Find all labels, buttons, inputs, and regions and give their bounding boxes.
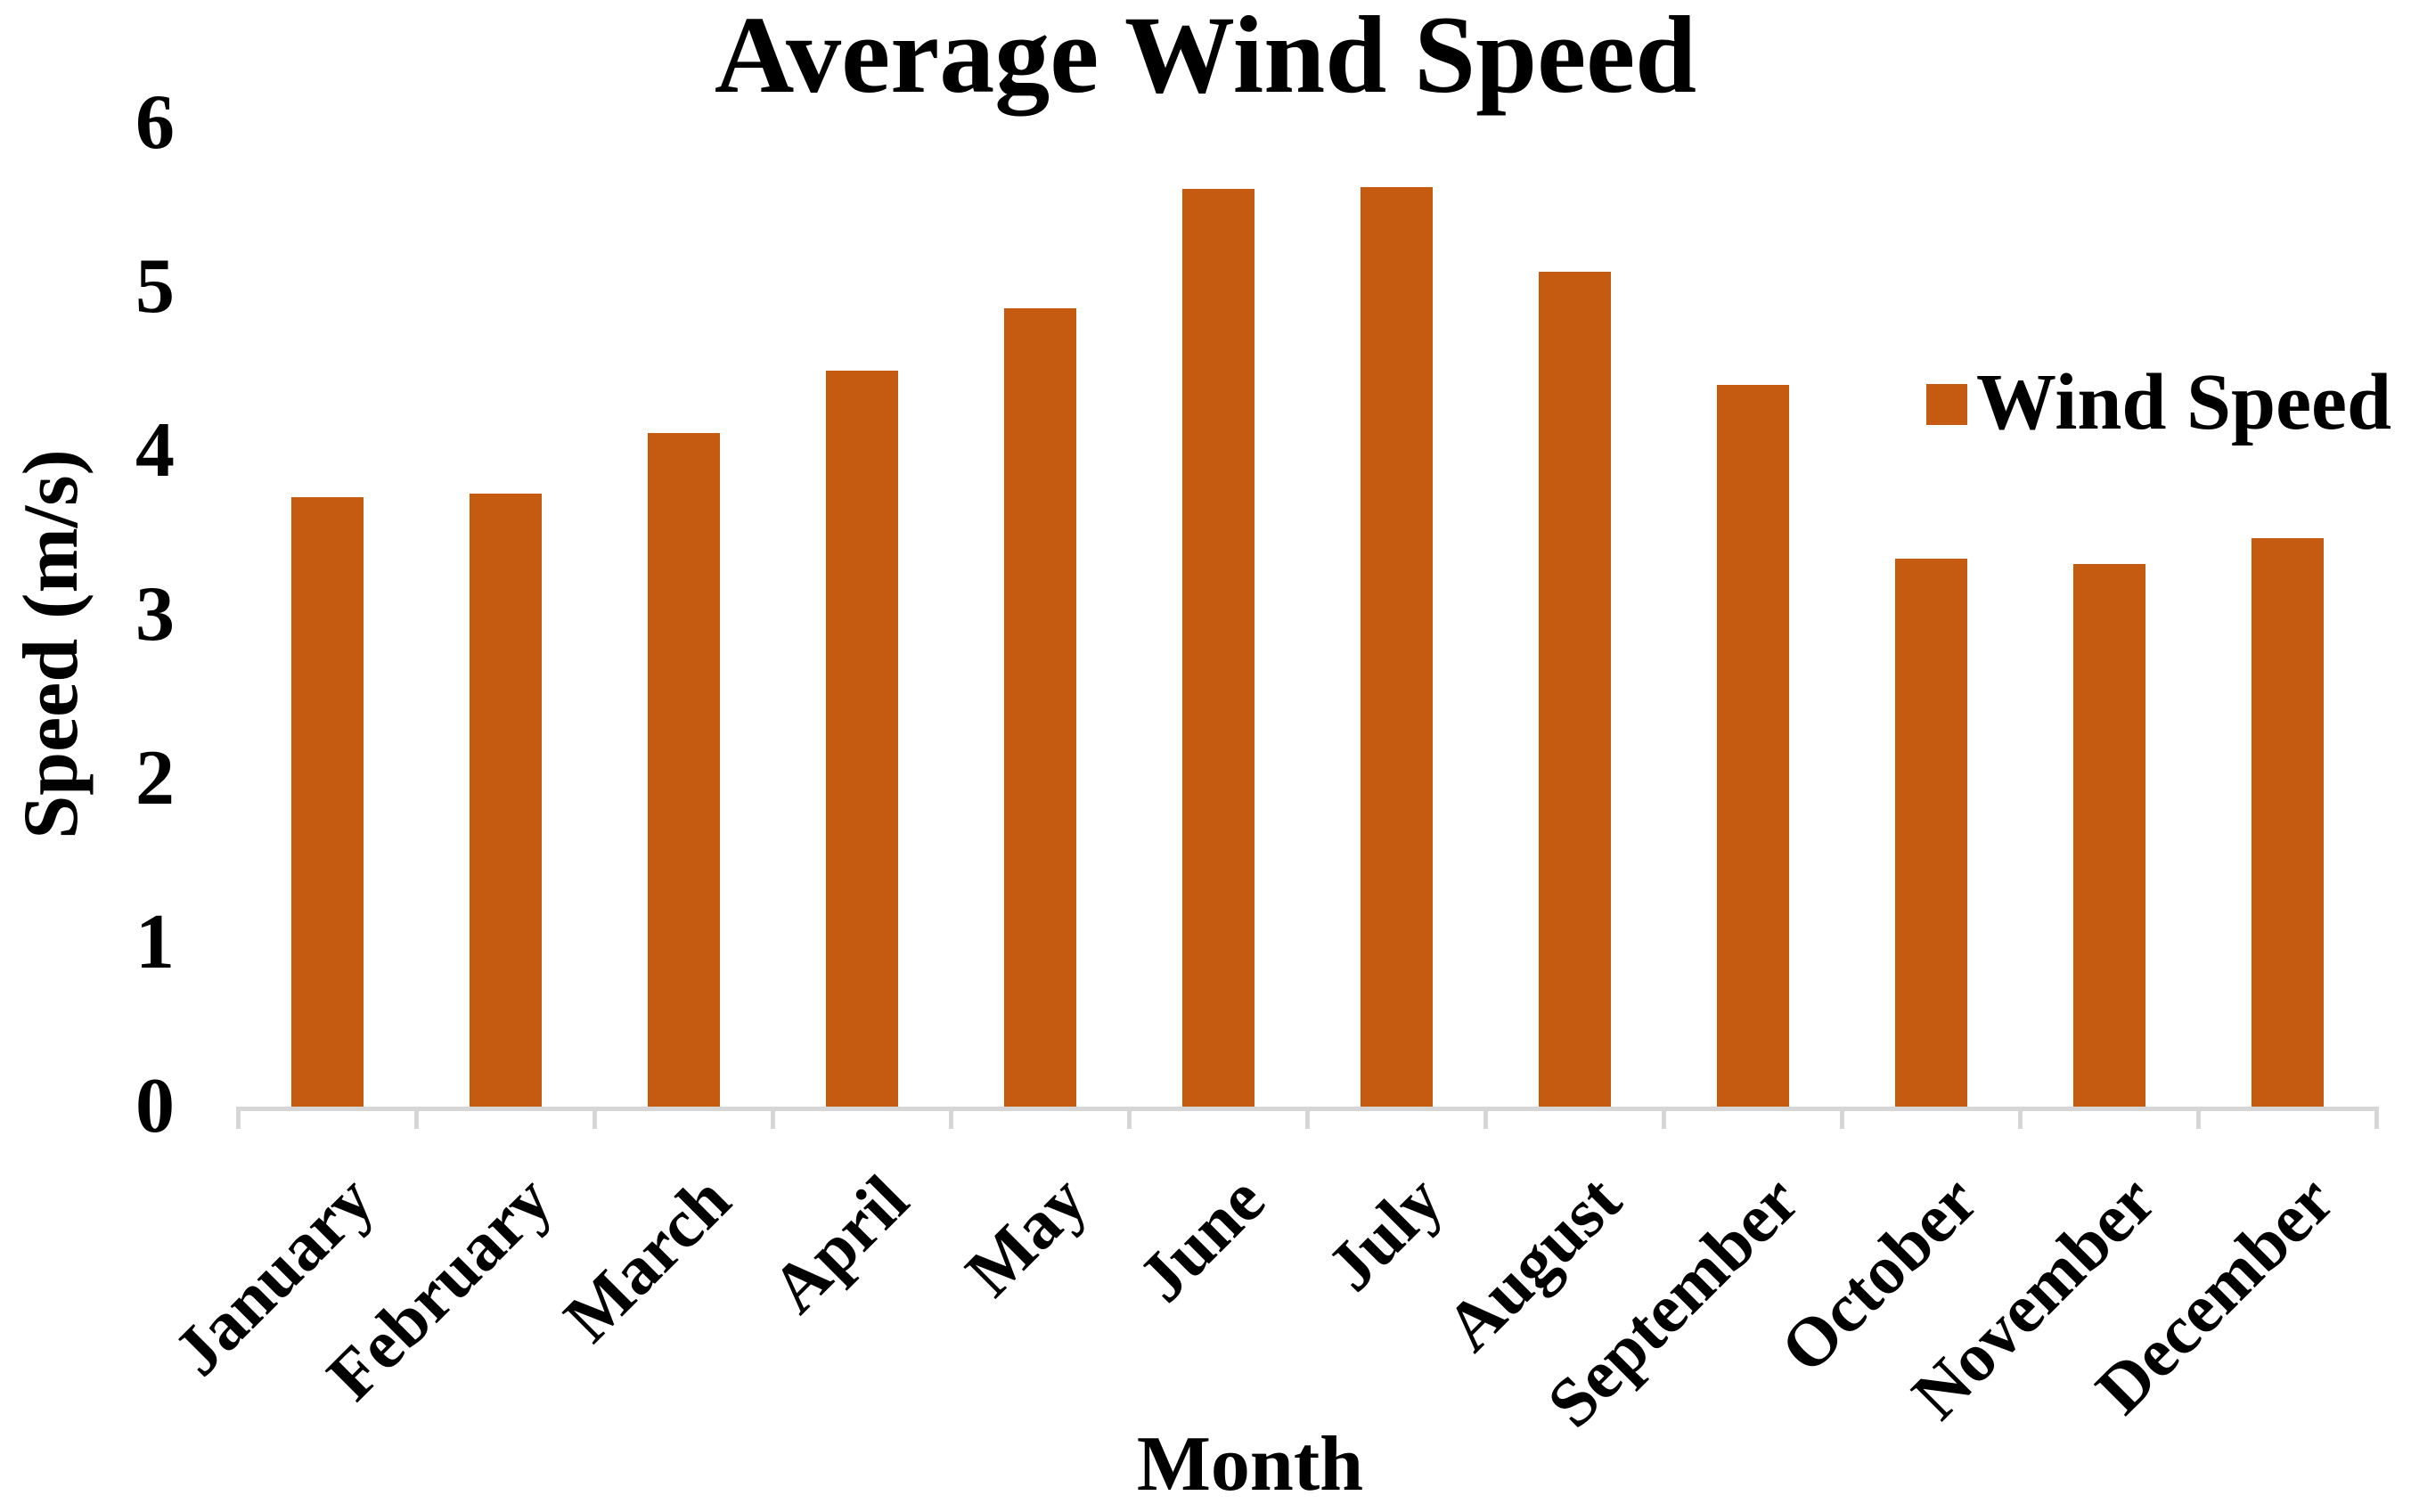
x-axis-tick <box>2196 1107 2201 1129</box>
y-tick-label-4: 4 <box>135 407 175 494</box>
x-axis-tick <box>1305 1107 1310 1129</box>
x-axis-tick <box>771 1107 775 1129</box>
x-axis-tick <box>593 1107 597 1129</box>
x-axis-tick <box>1662 1107 1666 1129</box>
legend-swatch-icon <box>1926 384 1967 425</box>
x-axis-tick <box>2374 1107 2379 1129</box>
x-category-label-july: July <box>1312 1160 1458 1306</box>
x-axis-tick <box>949 1107 953 1129</box>
bar-february <box>470 493 542 1107</box>
y-tick-label-3: 3 <box>135 571 175 658</box>
bar-september <box>1717 385 1789 1107</box>
chart-title: Average Wind Speed <box>714 0 1697 116</box>
bar-november <box>2073 563 2145 1107</box>
x-category-label-april: April <box>756 1160 923 1328</box>
x-category-label-may: May <box>950 1160 1101 1312</box>
x-axis-tick <box>2018 1107 2023 1129</box>
x-axis-tick <box>1483 1107 1488 1129</box>
bar-june <box>1182 188 1255 1107</box>
x-axis-tick <box>1127 1107 1132 1129</box>
x-axis-tick <box>414 1107 419 1129</box>
bar-may <box>1004 307 1076 1107</box>
bar-january <box>291 496 364 1107</box>
y-tick-label-5: 5 <box>135 243 175 330</box>
bar-march <box>648 432 720 1107</box>
x-category-label-june: June <box>1123 1160 1279 1317</box>
bar-august <box>1539 272 1611 1107</box>
bar-july <box>1361 186 1433 1107</box>
x-category-label-march: March <box>548 1160 745 1357</box>
y-tick-label-1: 1 <box>135 899 175 985</box>
legend-label: Wind Speed <box>1976 358 2392 446</box>
legend: Wind Speed <box>1926 363 2391 443</box>
x-axis-tick <box>1840 1107 1844 1129</box>
y-tick-label-2: 2 <box>135 735 175 821</box>
bar-october <box>1895 559 1967 1107</box>
bar-december <box>2252 537 2324 1107</box>
bar-april <box>826 370 898 1107</box>
x-axis-title: Month <box>1136 1421 1364 1508</box>
y-tick-label-6: 6 <box>135 79 175 166</box>
x-axis-tick <box>236 1107 241 1129</box>
y-tick-label-0: 0 <box>135 1063 175 1149</box>
